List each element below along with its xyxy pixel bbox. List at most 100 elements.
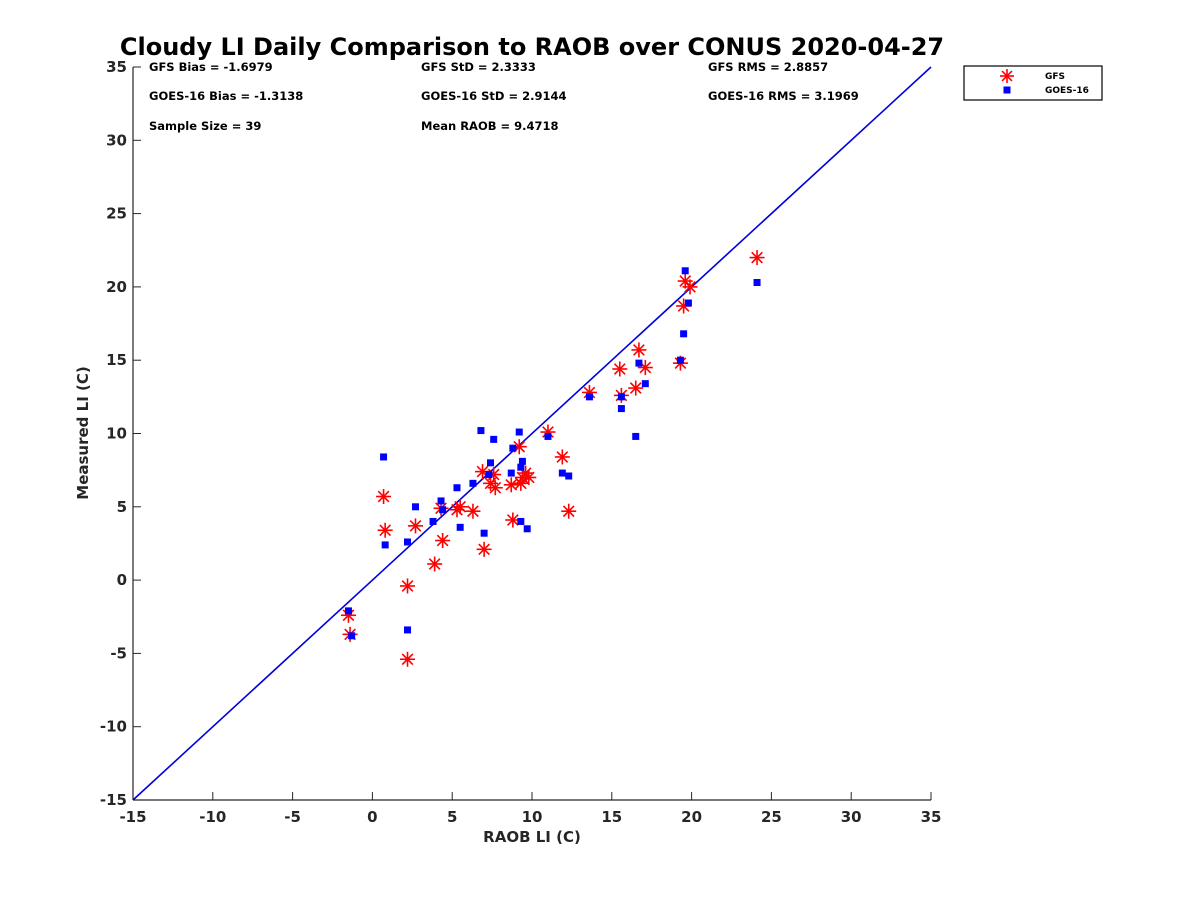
goes16-point [477,427,485,435]
gfs-point [749,250,765,266]
goes16-point [684,299,692,307]
x-axis-label: RAOB LI (C) [483,828,581,846]
one-to-one-line [132,66,932,801]
series-goes-16 [344,267,761,640]
goes16-point [381,541,389,549]
x-tick-label: -15 [119,808,146,826]
stat-sample-size: Sample Size = 39 [149,119,261,133]
goes16-point [681,267,689,275]
goes16-point [676,356,684,364]
goes16-point [411,503,419,511]
goes16-point [480,529,488,537]
goes16-point [490,435,498,443]
x-tick-label: 25 [761,808,782,826]
goes16-point [507,469,515,477]
goes16-point [558,469,566,477]
x-tick-label: 0 [367,808,377,826]
y-tick-label: -15 [100,791,127,809]
gfs-point [628,380,644,396]
x-tick-label: -5 [284,808,301,826]
y-tick-label: 20 [106,278,127,296]
y-axis-label: Measured LI (C) [74,366,92,499]
axes: -15 -10 -5 0 5 10 15 20 25 30 35 -15 -10 -5 0 5 10 15 20 25… [100,58,942,826]
goes16-point [485,471,493,479]
goes16-point [517,463,525,471]
goes16-point [635,359,643,367]
gfs-point [631,342,647,358]
x-tick-label: 30 [841,808,862,826]
stat-gfs-std: GFS StD = 2.3333 [421,60,536,74]
gfs-point [503,477,519,493]
gfs-point [465,503,481,519]
goes16-point [753,279,761,287]
goes16-point [632,432,640,440]
goes16-point [641,380,649,388]
goes16-point [380,453,388,461]
stat-goes-16-rms: GOES-16 RMS = 3.1969 [708,89,859,103]
y-tick-label: -5 [110,644,127,662]
gfs-point [376,489,392,505]
gfs-point [554,449,570,465]
gfs-point [561,503,577,519]
gfs-point [377,522,393,538]
goes16-point [617,393,625,401]
gfs-point [427,556,443,572]
goes16-point [456,523,464,531]
x-tick-label: 15 [601,808,622,826]
goes16-point [469,479,477,487]
y-tick-label: 10 [106,425,127,443]
goes16-point [515,428,523,436]
legend-label-goes-16: GOES-16 [1045,86,1089,96]
legend-label-gfs: GFS [1045,72,1065,82]
y-tick-label: 0 [117,571,127,589]
goes16-point [404,538,412,546]
stat-mean-raob: Mean RAOB = 9.4718 [421,119,559,133]
y-tick-label: -10 [100,718,127,736]
y-tick-label: 35 [106,58,127,76]
goes16-point [585,393,593,401]
stat-goes-16-std: GOES-16 StD = 2.9144 [421,89,566,103]
legend-gfs-marker [1000,69,1014,83]
x-tick-label: 20 [681,808,702,826]
y-tick-label: 25 [106,205,127,223]
series-gfs [340,250,765,667]
gfs-point [400,578,416,594]
x-tick-label: 10 [522,808,543,826]
goes16-point [344,607,352,615]
goes16-point [487,459,495,467]
gfs-point [521,469,537,485]
gfs-point [487,480,503,496]
goes16-point [565,472,573,480]
gfs-point [407,518,423,534]
goes16-point [439,506,447,514]
goes16-point [617,405,625,413]
stat-goes-16-bias: GOES-16 Bias = -1.3138 [149,89,303,103]
y-tick-label: 30 [106,131,127,149]
y-tick-label: 15 [106,351,127,369]
goes16-point [509,444,517,452]
goes16-point [453,484,461,492]
goes16-point [518,457,526,465]
chart-title: Cloudy LI Daily Comparison to RAOB over … [120,33,944,61]
stat-gfs-rms: GFS RMS = 2.8857 [708,60,828,74]
data-points [340,250,765,667]
goes16-point [517,517,525,525]
goes16-point [680,330,688,338]
goes16-point [544,432,552,440]
x-tick-label: -10 [199,808,226,826]
gfs-point [452,499,468,515]
gfs-point [435,533,451,549]
gfs-point [682,279,698,295]
gfs-point [400,651,416,667]
gfs-point [476,541,492,557]
reference-line-layer [132,66,932,801]
goes16-point [404,626,412,634]
goes16-point [523,525,531,533]
goes16-point [437,497,445,505]
goes16-point [348,632,356,640]
x-tick-label: 35 [921,808,942,826]
legend-box [963,65,1103,101]
goes16-point [429,517,437,525]
